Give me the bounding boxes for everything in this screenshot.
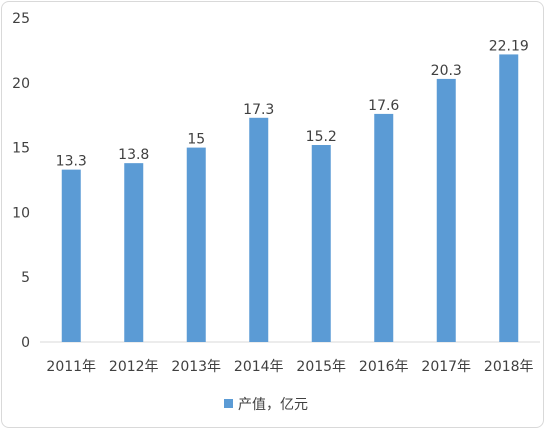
bar — [374, 113, 394, 343]
y-tick-label: 5 — [21, 270, 30, 286]
x-tick-label: 2018年 — [484, 359, 534, 375]
x-tick-label: 2012年 — [109, 359, 159, 375]
bar — [311, 145, 331, 342]
bar — [249, 117, 269, 343]
data-label: 15 — [187, 132, 205, 148]
x-tick-label: 2015年 — [296, 359, 346, 375]
y-tick-label: 10 — [12, 205, 30, 221]
bar — [186, 147, 206, 342]
y-tick-label: 15 — [12, 141, 30, 157]
bar — [499, 54, 519, 342]
legend: 产值，亿元 — [224, 397, 308, 413]
data-label: 22.19 — [489, 38, 529, 54]
data-label: 15.2 — [306, 129, 337, 145]
x-tick-label: 2017年 — [421, 359, 471, 375]
bars: 13.3 13.8 15 17.3 15.2 17.6 20.3 22.19 — [56, 38, 529, 343]
legend-swatch — [224, 399, 233, 408]
y-axis-ticks: 0 5 10 15 20 25 — [12, 11, 30, 351]
x-tick-label: 2014年 — [234, 359, 284, 375]
data-label: 13.3 — [56, 154, 87, 170]
legend-label: 产值，亿元 — [238, 397, 308, 413]
bar — [124, 163, 144, 342]
x-tick-label: 2016年 — [359, 359, 409, 375]
data-label: 20.3 — [431, 63, 462, 79]
x-tick-label: 2013年 — [171, 359, 221, 375]
x-axis-ticks: 2011年 2012年 2013年 2014年 2015年 2016年 2017年 2018年 — [46, 359, 533, 375]
data-label: 17.3 — [243, 102, 274, 118]
bar — [61, 169, 81, 342]
y-tick-label: 20 — [12, 76, 30, 92]
bar — [436, 78, 456, 343]
y-tick-label: 25 — [12, 11, 30, 27]
data-label: 13.8 — [118, 147, 149, 163]
x-tick-label: 2011年 — [46, 359, 96, 375]
data-label: 17.6 — [368, 98, 399, 114]
y-tick-label: 0 — [21, 335, 30, 351]
